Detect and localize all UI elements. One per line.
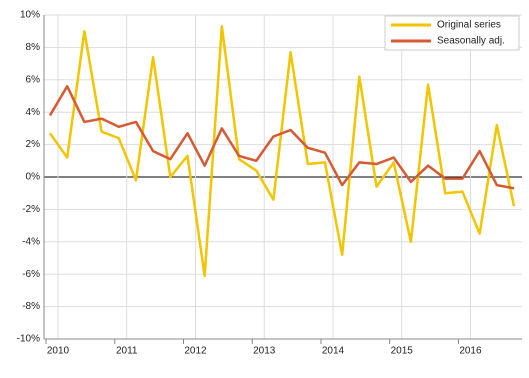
x-tick-label: 2012 [184, 346, 207, 357]
y-tick-label: 10% [20, 10, 40, 21]
x-tick-label: 2010 [47, 346, 70, 357]
series-line [48, 25, 516, 278]
legend-label: Seasonally adj. [437, 36, 505, 47]
y-tick-label: 2% [26, 139, 41, 150]
y-tick-label: 4% [26, 107, 41, 118]
y-tick-label: 0% [26, 172, 41, 183]
legend-box [384, 15, 520, 51]
x-tick-label: 2016 [459, 346, 482, 357]
y-tick-label: 6% [26, 74, 41, 85]
y-tick-label: -10% [17, 334, 40, 345]
x-tick-label: 2011 [116, 346, 138, 357]
y-tick-label: -8% [22, 301, 40, 312]
x-tick-label: 2013 [253, 346, 276, 357]
y-tick-label: 8% [26, 42, 41, 53]
x-tick-label: 2014 [322, 346, 345, 357]
y-tick-label: -4% [22, 236, 40, 247]
x-tick-label: 2015 [391, 346, 414, 357]
y-tick-label: -2% [22, 204, 40, 215]
y-tick-label: -6% [22, 269, 40, 280]
legend-label: Original series [437, 20, 501, 31]
series-line [48, 85, 515, 190]
